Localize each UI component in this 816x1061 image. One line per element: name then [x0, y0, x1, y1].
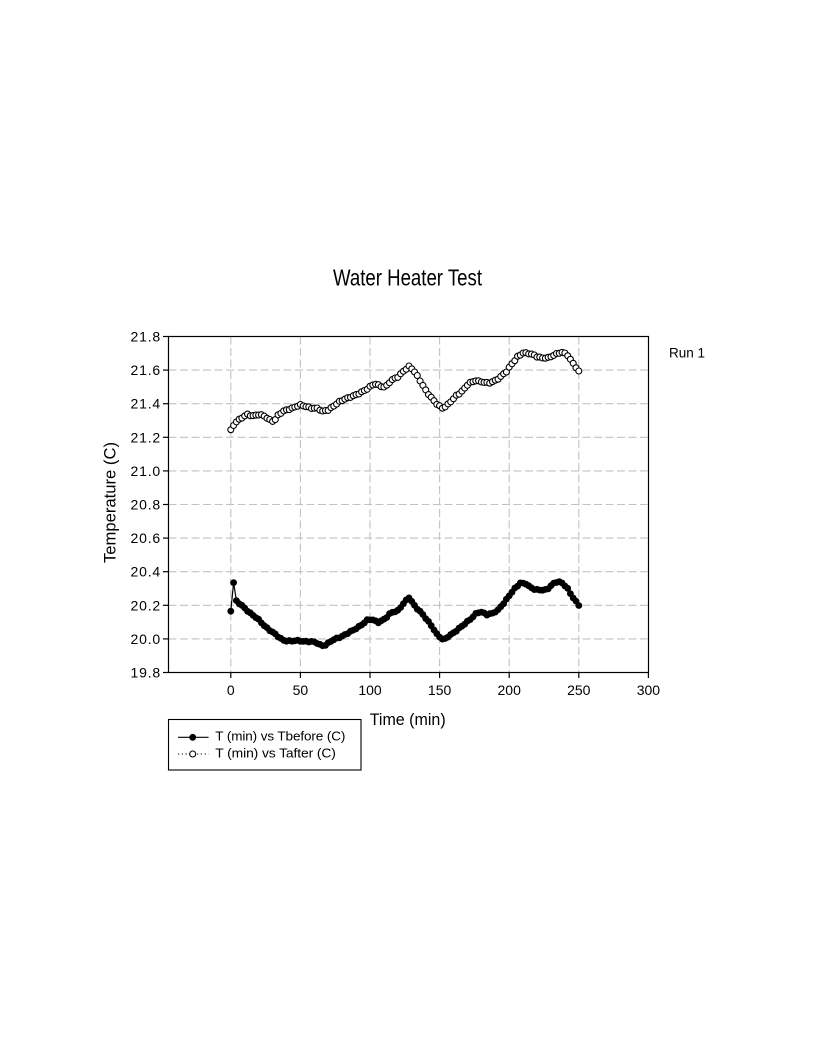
- svg-text:100: 100: [358, 682, 382, 698]
- svg-text:250: 250: [567, 682, 591, 698]
- svg-text:19.8: 19.8: [131, 665, 161, 681]
- svg-text:T (min) vs Tafter (C): T (min) vs Tafter (C): [215, 746, 335, 761]
- svg-text:20.2: 20.2: [131, 597, 161, 613]
- svg-text:21.0: 21.0: [131, 463, 161, 479]
- svg-text:200: 200: [498, 682, 522, 698]
- svg-text:21.2: 21.2: [131, 429, 161, 445]
- svg-text:21.4: 21.4: [131, 396, 161, 412]
- svg-text:150: 150: [428, 682, 452, 698]
- svg-text:T (min) vs Tbefore (C): T (min) vs Tbefore (C): [215, 729, 345, 744]
- svg-text:300: 300: [637, 682, 661, 698]
- svg-text:Run 1: Run 1: [669, 346, 705, 361]
- svg-text:20.4: 20.4: [131, 564, 161, 580]
- svg-text:Temperature (C): Temperature (C): [101, 442, 120, 563]
- svg-text:50: 50: [293, 682, 309, 698]
- svg-text:21.8: 21.8: [131, 329, 161, 345]
- svg-text:20.0: 20.0: [131, 631, 161, 647]
- svg-text:20.6: 20.6: [131, 530, 161, 546]
- svg-text:0: 0: [227, 682, 235, 698]
- svg-text:20.8: 20.8: [131, 497, 161, 513]
- svg-text:Time (min): Time (min): [370, 710, 446, 729]
- svg-text:Water Heater Test: Water Heater Test: [333, 265, 482, 291]
- svg-text:21.6: 21.6: [131, 362, 161, 378]
